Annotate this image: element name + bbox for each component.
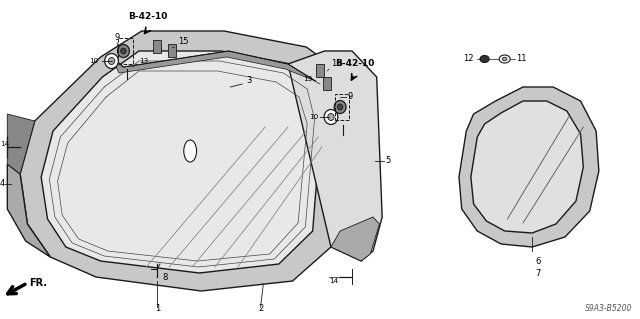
Text: B-42-10: B-42-10 bbox=[335, 60, 374, 69]
Circle shape bbox=[337, 104, 343, 110]
Ellipse shape bbox=[502, 57, 507, 61]
Circle shape bbox=[118, 44, 129, 57]
FancyBboxPatch shape bbox=[316, 64, 324, 78]
Text: 2: 2 bbox=[258, 304, 263, 313]
Text: 13: 13 bbox=[303, 76, 313, 82]
Text: B-42-10: B-42-10 bbox=[129, 12, 168, 21]
Text: 14: 14 bbox=[329, 278, 339, 284]
Polygon shape bbox=[7, 114, 35, 174]
Circle shape bbox=[324, 109, 338, 124]
FancyBboxPatch shape bbox=[153, 41, 161, 54]
Text: 9: 9 bbox=[348, 93, 353, 101]
Circle shape bbox=[328, 114, 334, 121]
Text: 10: 10 bbox=[309, 114, 318, 120]
Ellipse shape bbox=[480, 56, 489, 63]
Ellipse shape bbox=[499, 55, 510, 63]
Text: 3: 3 bbox=[246, 77, 252, 85]
Polygon shape bbox=[111, 51, 316, 81]
Text: 14: 14 bbox=[0, 141, 9, 147]
Text: FR.: FR. bbox=[29, 278, 47, 288]
Text: S9A3-B5200: S9A3-B5200 bbox=[586, 304, 633, 313]
Circle shape bbox=[121, 48, 126, 54]
Text: 1: 1 bbox=[155, 304, 160, 313]
Polygon shape bbox=[20, 31, 340, 291]
Text: 15: 15 bbox=[179, 36, 189, 46]
Text: 8: 8 bbox=[163, 272, 168, 281]
Polygon shape bbox=[471, 101, 583, 233]
Circle shape bbox=[334, 100, 346, 114]
FancyBboxPatch shape bbox=[168, 44, 176, 57]
Polygon shape bbox=[331, 217, 380, 261]
Text: 6: 6 bbox=[535, 257, 540, 266]
Text: 15: 15 bbox=[331, 60, 342, 69]
Text: 13: 13 bbox=[139, 58, 148, 64]
Text: 10: 10 bbox=[90, 58, 99, 64]
Text: 7: 7 bbox=[535, 269, 540, 278]
Circle shape bbox=[105, 54, 118, 69]
Text: 9: 9 bbox=[115, 33, 120, 41]
Text: 4: 4 bbox=[0, 180, 5, 189]
Polygon shape bbox=[459, 87, 599, 247]
Circle shape bbox=[108, 57, 115, 64]
Polygon shape bbox=[288, 51, 382, 261]
Polygon shape bbox=[41, 51, 322, 273]
Polygon shape bbox=[7, 164, 51, 257]
Text: 11: 11 bbox=[516, 55, 527, 63]
FancyBboxPatch shape bbox=[323, 78, 332, 91]
Ellipse shape bbox=[184, 140, 196, 162]
Text: 5: 5 bbox=[386, 157, 391, 166]
Text: 12: 12 bbox=[463, 55, 474, 63]
